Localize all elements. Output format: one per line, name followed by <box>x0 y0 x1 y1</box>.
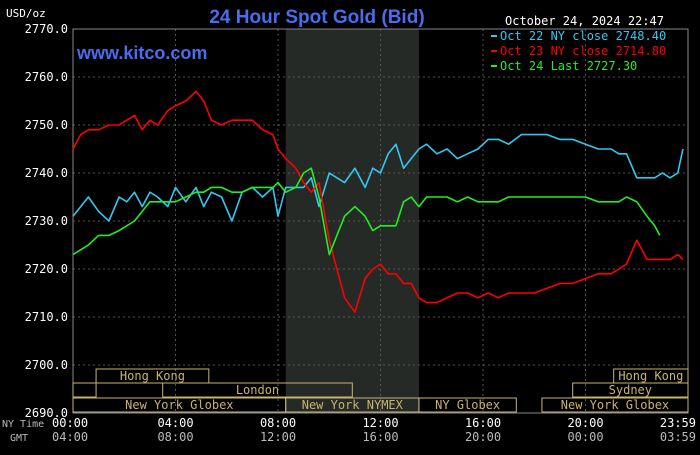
market-session-label: Hong Kong <box>120 369 185 383</box>
x-tick-label-gmt: 08:00 <box>157 430 193 444</box>
chart-timestamp: October 24, 2024 22:47 <box>505 14 664 28</box>
series-line-oct-24 <box>72 167 661 256</box>
x-tick-label-ny: 23:59 <box>660 416 696 430</box>
market-session-box <box>72 382 97 398</box>
market-session-label: Sydney <box>609 383 652 397</box>
legend-swatch <box>491 65 497 67</box>
market-session-box <box>541 397 689 413</box>
legend-entry: Oct 22 NY close 2748.40 <box>500 29 666 43</box>
chart-title: 24 Hour Spot Gold (Bid) <box>209 7 424 28</box>
x-tick-label-ny: 16:00 <box>465 416 501 430</box>
series-line-oct-22 <box>72 133 684 222</box>
market-session-box <box>572 382 689 398</box>
series-layer <box>72 90 684 313</box>
y-tick-label: 2770.0 <box>25 22 68 36</box>
market-session-box <box>162 382 353 398</box>
x-tick-label-gmt: 03:59 <box>660 430 696 444</box>
plot-frame <box>72 28 689 414</box>
y-tick-label: 2720.0 <box>25 262 68 276</box>
x-tick-label-ny: 04:00 <box>157 416 193 430</box>
y-tick-label: 2750.0 <box>25 118 68 132</box>
grid-layer <box>72 28 689 414</box>
market-session-label: New York NYMEX <box>302 398 404 412</box>
y-tick-label: 2700.0 <box>25 358 68 372</box>
market-session-label: New York Globex <box>561 398 669 412</box>
y-axis-unit-label: USD/oz <box>6 7 46 20</box>
legend-swatch <box>491 35 497 37</box>
market-session-label: New York Globex <box>125 398 233 412</box>
y-tick-label: 2760.0 <box>25 70 68 84</box>
y-tick-label: 2690.0 <box>25 406 68 420</box>
market-session-box <box>418 397 517 413</box>
market-session-box <box>95 368 210 384</box>
x-tick-label-ny: 12:00 <box>362 416 398 430</box>
y-tick-label: 2740.0 <box>25 166 68 180</box>
site-watermark: www.kitco.com <box>76 43 207 63</box>
x-tick-label-gmt: 12:00 <box>260 430 296 444</box>
gmt-row-label: GMT <box>10 433 28 444</box>
x-tick-label-gmt: 20:00 <box>465 430 501 444</box>
x-tick-label-gmt: 04:00 <box>52 430 88 444</box>
y-tick-label: 2710.0 <box>25 310 68 324</box>
x-tick-label-ny: 20:00 <box>567 416 603 430</box>
legend-swatch <box>491 50 497 52</box>
axis-layer: 2770.0 2760.0 2750.0 2740.0 2730.0 2720.0 2710… <box>2 22 696 444</box>
market-session-label: NY Globex <box>435 398 500 412</box>
series-line-oct-23 <box>72 90 684 313</box>
market-session-label: Hong Kong <box>618 369 683 383</box>
x-tick-label-ny: 08:00 <box>260 416 296 430</box>
ny-time-row-label: NY Time <box>2 419 44 430</box>
legend-entry: Oct 23 NY close 2714.80 <box>500 44 666 58</box>
x-tick-label-gmt: 00:00 <box>567 430 603 444</box>
y-tick-label: 2730.0 <box>25 214 68 228</box>
legend-entry: Oct 24 Last 2727.30 <box>500 59 637 73</box>
x-tick-label-ny: 00:00 <box>52 416 88 430</box>
x-tick-label-gmt: 16:00 <box>362 430 398 444</box>
market-session-label: London <box>236 383 279 397</box>
